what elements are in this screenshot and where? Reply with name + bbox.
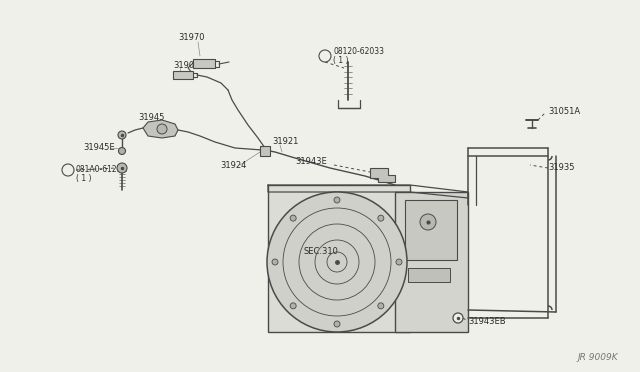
Text: ( 1 ): ( 1 ) — [333, 55, 349, 64]
Bar — [193, 59, 215, 68]
Circle shape — [334, 321, 340, 327]
Text: 31935: 31935 — [548, 164, 575, 173]
Text: SEC.310: SEC.310 — [303, 247, 338, 257]
Text: 31943EB: 31943EB — [468, 317, 506, 327]
Text: B: B — [323, 53, 328, 59]
Text: 31921: 31921 — [272, 138, 298, 147]
Text: 31924: 31924 — [220, 160, 246, 170]
Circle shape — [62, 164, 74, 176]
Circle shape — [334, 197, 340, 203]
Bar — [260, 146, 270, 156]
Text: 08120-62033: 08120-62033 — [333, 48, 384, 57]
Text: 081A0-6121A: 081A0-6121A — [76, 166, 127, 174]
Bar — [405, 200, 457, 260]
Circle shape — [378, 303, 384, 309]
Polygon shape — [268, 185, 410, 332]
Circle shape — [157, 124, 167, 134]
Text: 31051A: 31051A — [548, 108, 580, 116]
Circle shape — [453, 313, 463, 323]
Text: ( 1 ): ( 1 ) — [76, 173, 92, 183]
Circle shape — [117, 163, 127, 173]
Polygon shape — [143, 120, 178, 138]
Text: 31945: 31945 — [138, 113, 164, 122]
Bar — [173, 71, 193, 79]
Text: JR 9009K: JR 9009K — [577, 353, 618, 362]
Circle shape — [420, 214, 436, 230]
Circle shape — [272, 259, 278, 265]
Text: 31970: 31970 — [179, 33, 205, 42]
Text: B: B — [66, 167, 70, 173]
Bar — [408, 268, 450, 282]
Circle shape — [118, 131, 126, 139]
Circle shape — [319, 50, 331, 62]
Text: 31905: 31905 — [173, 61, 200, 71]
Circle shape — [378, 215, 384, 221]
Circle shape — [118, 148, 125, 154]
Polygon shape — [370, 168, 395, 182]
Circle shape — [290, 303, 296, 309]
Circle shape — [396, 259, 402, 265]
Text: 31945E: 31945E — [83, 144, 115, 153]
Text: 31943E: 31943E — [295, 157, 327, 167]
Circle shape — [267, 192, 407, 332]
Circle shape — [290, 215, 296, 221]
Polygon shape — [395, 192, 468, 332]
